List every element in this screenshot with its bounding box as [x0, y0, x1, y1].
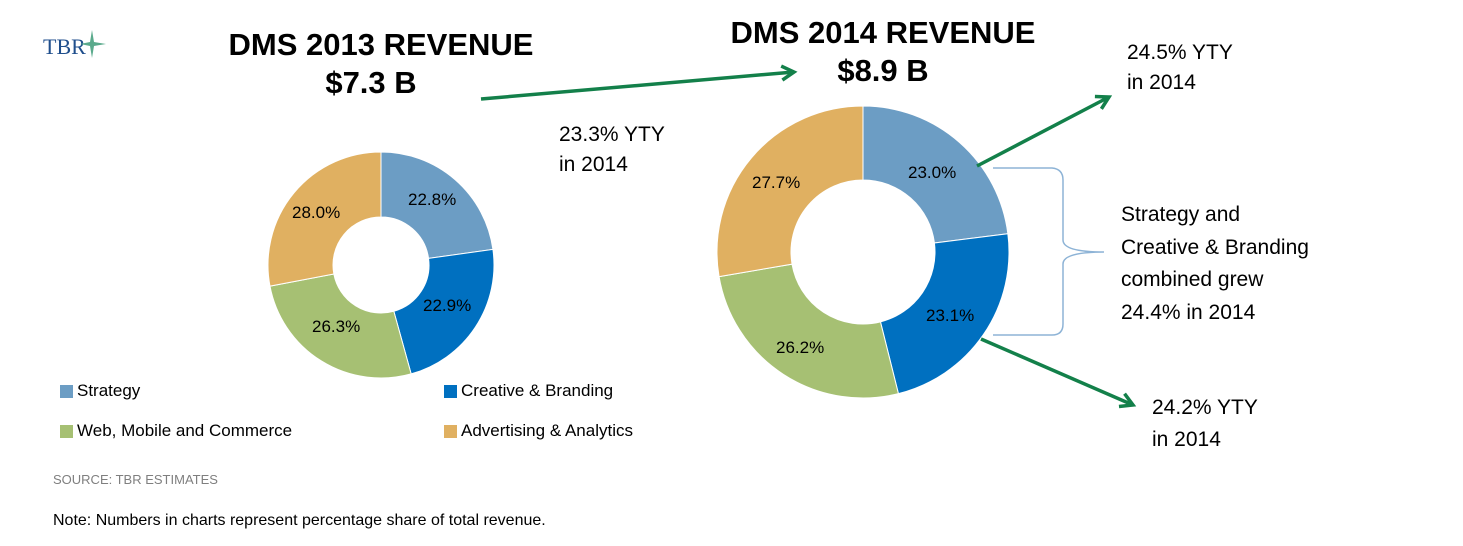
logo-text: TBR: [43, 34, 86, 59]
donut-slice-creative-branding: [879, 233, 1010, 395]
annotation-creative-growth-line1: 24.2% YTY: [1152, 396, 1258, 419]
donut-slice-strategy: [380, 151, 494, 259]
legend-label: Advertising & Analytics: [461, 421, 633, 440]
tbr-logo: TBR: [40, 26, 110, 66]
data-label-2013-creative: 22.9%: [423, 296, 472, 315]
chart-2014-title-block: DMS 2014 REVENUE $8.9 B: [708, 14, 1058, 90]
legend-swatch-advertising: [444, 424, 457, 438]
data-label-2014-creative: 23.1%: [926, 306, 975, 325]
logo-star-icon: [80, 30, 106, 58]
annotation-total-growth-line1: 23.3% YTY: [559, 123, 665, 146]
legend-label: Web, Mobile and Commerce: [77, 421, 293, 440]
annotation-combined-line1: Strategy and: [1121, 203, 1241, 226]
growth-arrow-creative: [980, 337, 1137, 409]
chart-2013-subtitle: $7.3 B: [325, 65, 417, 100]
donut-slice-creative-branding: [393, 248, 495, 375]
growth-arrow-strategy: [976, 94, 1113, 168]
annotation-combined-line4: 24.4% in 2014: [1121, 300, 1256, 324]
donut-slice-web-mobile-and-commerce: [269, 273, 412, 379]
combined-brace: [993, 167, 1105, 336]
donut-slice-strategy: [862, 105, 1009, 244]
chart-2014-title: DMS 2014 REVENUE: [730, 15, 1036, 50]
data-label-2014-web: 26.2%: [776, 338, 825, 357]
legend-item-creative: Creative & Branding: [444, 381, 613, 401]
annotation-combined-line2: Creative & Branding: [1121, 235, 1309, 259]
footnote-text: Note: Numbers in charts represent percen…: [53, 512, 546, 529]
chart-2013-title-block: DMS 2013 REVENUE $7.3 B: [206, 26, 556, 102]
annotation-total-growth: 23.3% YTY in 2014: [559, 120, 665, 180]
source-text: SOURCE: TBR ESTIMATES: [53, 472, 218, 487]
data-label-2014-advertising: 27.7%: [752, 173, 801, 192]
legend-label: Strategy: [77, 381, 141, 400]
data-label-2013-strategy: 22.8%: [408, 190, 457, 209]
legend-swatch-strategy: [60, 384, 73, 398]
legend-item-advertising: Advertising & Analytics: [444, 421, 633, 441]
donut-slice-web-mobile-and-commerce: [718, 263, 900, 399]
data-label-2013-web: 26.3%: [312, 317, 361, 336]
annotation-total-growth-line2: in 2014: [559, 153, 628, 176]
growth-arrow-total: [480, 64, 798, 101]
donut-slice-advertising-analytics: [267, 151, 382, 287]
annotation-combined-line3: combined grew: [1121, 268, 1264, 291]
annotation-strategy-growth: 24.5% YTY in 2014: [1127, 38, 1233, 98]
legend-swatch-creative: [444, 384, 457, 398]
donut-2013: [267, 151, 495, 379]
legend-item-web: Web, Mobile and Commerce: [60, 421, 292, 441]
legend-item-strategy: Strategy: [60, 381, 140, 401]
annotation-strategy-growth-line1: 24.5% YTY: [1127, 41, 1233, 64]
data-label-2014-strategy: 23.0%: [908, 163, 957, 182]
donut-2014: [716, 105, 1010, 399]
data-label-2013-advertising: 28.0%: [292, 203, 341, 222]
annotation-combined-growth: Strategy and Creative & Branding combine…: [1121, 199, 1309, 329]
annotation-strategy-growth-line2: in 2014: [1127, 71, 1196, 94]
annotation-creative-growth: 24.2% YTY in 2014: [1152, 392, 1258, 456]
legend-swatch-web: [60, 424, 73, 438]
chart-2014-subtitle: $8.9 B: [837, 53, 929, 88]
legend-label: Creative & Branding: [461, 381, 614, 400]
chart-2013-title: DMS 2013 REVENUE: [228, 27, 534, 62]
annotation-creative-growth-line2: in 2014: [1152, 428, 1221, 451]
donut-slice-advertising-analytics: [716, 105, 864, 278]
